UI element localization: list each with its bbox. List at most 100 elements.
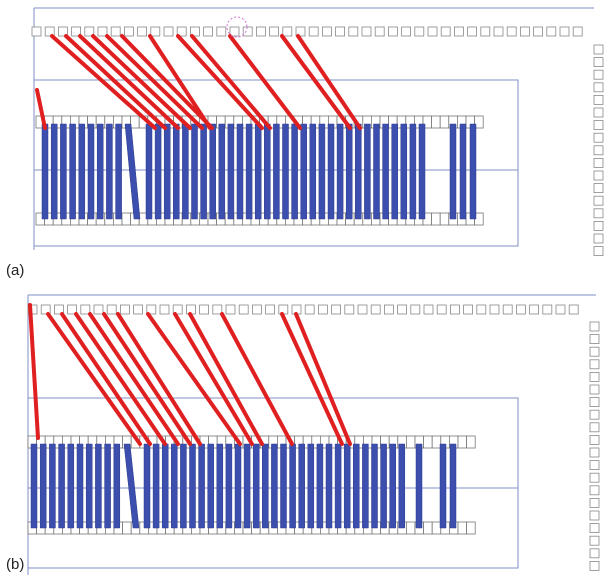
upper-bump-pad — [130, 115, 140, 129]
top-io-pad — [31, 26, 42, 37]
right-io-pad — [589, 434, 600, 445]
top-io-pad — [489, 304, 500, 315]
vertical-bar — [207, 443, 214, 529]
upper-bump-pad — [457, 435, 468, 449]
right-io-pad — [589, 359, 600, 370]
top-io-pad — [529, 304, 539, 315]
vertical-bar — [163, 123, 171, 220]
vertical-bar — [225, 443, 233, 529]
vertical-bar — [415, 443, 423, 529]
top-io-pad — [159, 304, 170, 315]
vertical-bar — [198, 443, 205, 529]
top-io-pad — [397, 304, 408, 315]
vertical-bar — [316, 443, 324, 529]
connection-wire — [60, 312, 152, 446]
panel-a-layout — [31, 7, 604, 257]
right-io-pad — [593, 246, 604, 257]
right-io-pad — [593, 82, 604, 93]
vertical-bar — [389, 443, 396, 529]
vertical-bar — [104, 443, 111, 529]
vertical-bar — [41, 123, 49, 220]
vertical-bar — [143, 443, 151, 529]
right-io-pad — [593, 170, 604, 181]
top-io-pad — [93, 304, 104, 315]
top-io-pad — [308, 26, 319, 37]
right-io-pad — [589, 447, 600, 458]
top-io-pad — [427, 26, 438, 37]
vertical-bar — [271, 443, 278, 529]
upper-bump-pad — [423, 435, 433, 449]
vertical-bar — [39, 443, 47, 529]
vertical-bar — [355, 123, 362, 220]
connection-wire — [188, 312, 264, 446]
vertical-bar — [106, 123, 113, 220]
connection-wire — [190, 34, 272, 130]
probe-marker — [226, 16, 248, 38]
vertical-bar — [216, 443, 224, 529]
vertical-bar — [58, 443, 65, 529]
upper-bump-pad — [405, 435, 416, 449]
vertical-bar — [325, 443, 333, 529]
vertical-bar — [171, 443, 178, 529]
top-io-pad — [163, 26, 174, 37]
vertical-bar — [280, 443, 287, 529]
vertical-bar — [124, 123, 141, 220]
top-io-pad — [317, 304, 328, 315]
vertical-bar — [161, 443, 169, 529]
lower-bump-pad — [121, 212, 132, 226]
lower-bump-pad — [431, 212, 441, 226]
vertical-bar — [200, 123, 207, 220]
right-io-pad — [593, 95, 604, 105]
vertical-bar — [234, 443, 242, 529]
top-io-pad — [440, 26, 451, 37]
lower-bump-pad — [431, 521, 442, 535]
vertical-bar — [113, 443, 121, 529]
lower-bump-pad — [122, 521, 132, 535]
top-io-pad — [58, 26, 68, 37]
top-io-pad — [216, 26, 227, 37]
right-io-pad — [593, 132, 604, 143]
top-io-pad — [546, 26, 557, 37]
connection-wire — [50, 34, 157, 130]
lower-bump-pad — [423, 521, 433, 535]
vertical-bar — [469, 123, 477, 220]
vertical-bar — [30, 443, 38, 529]
top-io-pad — [370, 304, 381, 315]
top-io-pad — [348, 26, 359, 37]
right-io-pad — [589, 371, 600, 382]
vertical-bar — [371, 443, 378, 529]
connection-wire — [280, 34, 352, 130]
top-io-pad — [414, 26, 425, 37]
connection-wire — [46, 312, 142, 446]
top-io-pad — [146, 304, 157, 315]
right-io-pad — [593, 233, 604, 244]
top-io-pad — [453, 26, 464, 37]
vertical-bar — [115, 123, 122, 220]
right-io-pad — [589, 422, 600, 433]
connection-wire — [148, 34, 212, 130]
vertical-bar — [95, 443, 102, 529]
top-io-pad — [44, 26, 55, 37]
vertical-bar — [400, 123, 408, 220]
vertical-bar — [459, 123, 467, 220]
right-io-pad — [589, 321, 600, 332]
connection-wire — [294, 312, 352, 446]
vertical-bar — [343, 443, 351, 529]
vertical-bar — [67, 443, 75, 529]
vertical-bar — [382, 123, 389, 220]
vertical-bar — [252, 443, 260, 529]
vertical-bar — [262, 443, 269, 529]
vertical-bar — [291, 123, 298, 220]
right-io-pad — [593, 157, 604, 168]
right-io-pad — [593, 220, 604, 231]
panel-b-layout — [27, 294, 600, 575]
vertical-bar — [78, 123, 86, 220]
vertical-bar — [254, 123, 262, 220]
top-io-pad — [282, 26, 293, 37]
top-io-pad — [401, 26, 412, 37]
top-io-pad — [97, 26, 108, 37]
vertical-bar — [182, 123, 189, 220]
top-io-pad — [255, 26, 266, 37]
vertical-bar — [449, 123, 457, 220]
